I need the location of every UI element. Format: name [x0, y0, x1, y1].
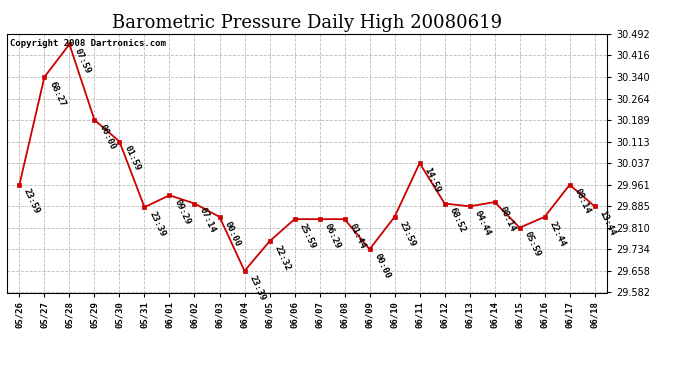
Text: 23:39: 23:39 [247, 274, 267, 302]
Text: 22:44: 22:44 [547, 220, 567, 248]
Title: Barometric Pressure Daily High 20080619: Barometric Pressure Daily High 20080619 [112, 14, 502, 32]
Text: 01:44: 01:44 [347, 222, 367, 250]
Text: 14:59: 14:59 [422, 166, 442, 194]
Text: 00:00: 00:00 [97, 123, 117, 151]
Text: 68:52: 68:52 [447, 206, 467, 234]
Text: 05:59: 05:59 [522, 231, 542, 259]
Text: 23:59: 23:59 [397, 220, 417, 248]
Text: 68:27: 68:27 [47, 80, 67, 108]
Text: 04:44: 04:44 [473, 209, 492, 237]
Text: 00:00: 00:00 [373, 252, 392, 280]
Text: Copyright 2008 Dartronics.com: Copyright 2008 Dartronics.com [10, 39, 166, 48]
Text: 07:14: 07:14 [197, 206, 217, 234]
Text: 22:32: 22:32 [273, 244, 292, 272]
Text: 25:59: 25:59 [297, 222, 317, 250]
Text: 09:29: 09:29 [172, 198, 192, 226]
Text: 00:00: 00:00 [222, 220, 242, 248]
Text: 07:59: 07:59 [72, 47, 92, 75]
Text: 23:59: 23:59 [22, 188, 41, 216]
Text: 06:29: 06:29 [322, 222, 342, 250]
Text: 01:59: 01:59 [122, 144, 141, 172]
Text: 13:44: 13:44 [598, 209, 617, 237]
Text: 23:39: 23:39 [147, 210, 167, 238]
Text: 08:14: 08:14 [497, 205, 517, 233]
Text: 08:14: 08:14 [573, 188, 592, 216]
